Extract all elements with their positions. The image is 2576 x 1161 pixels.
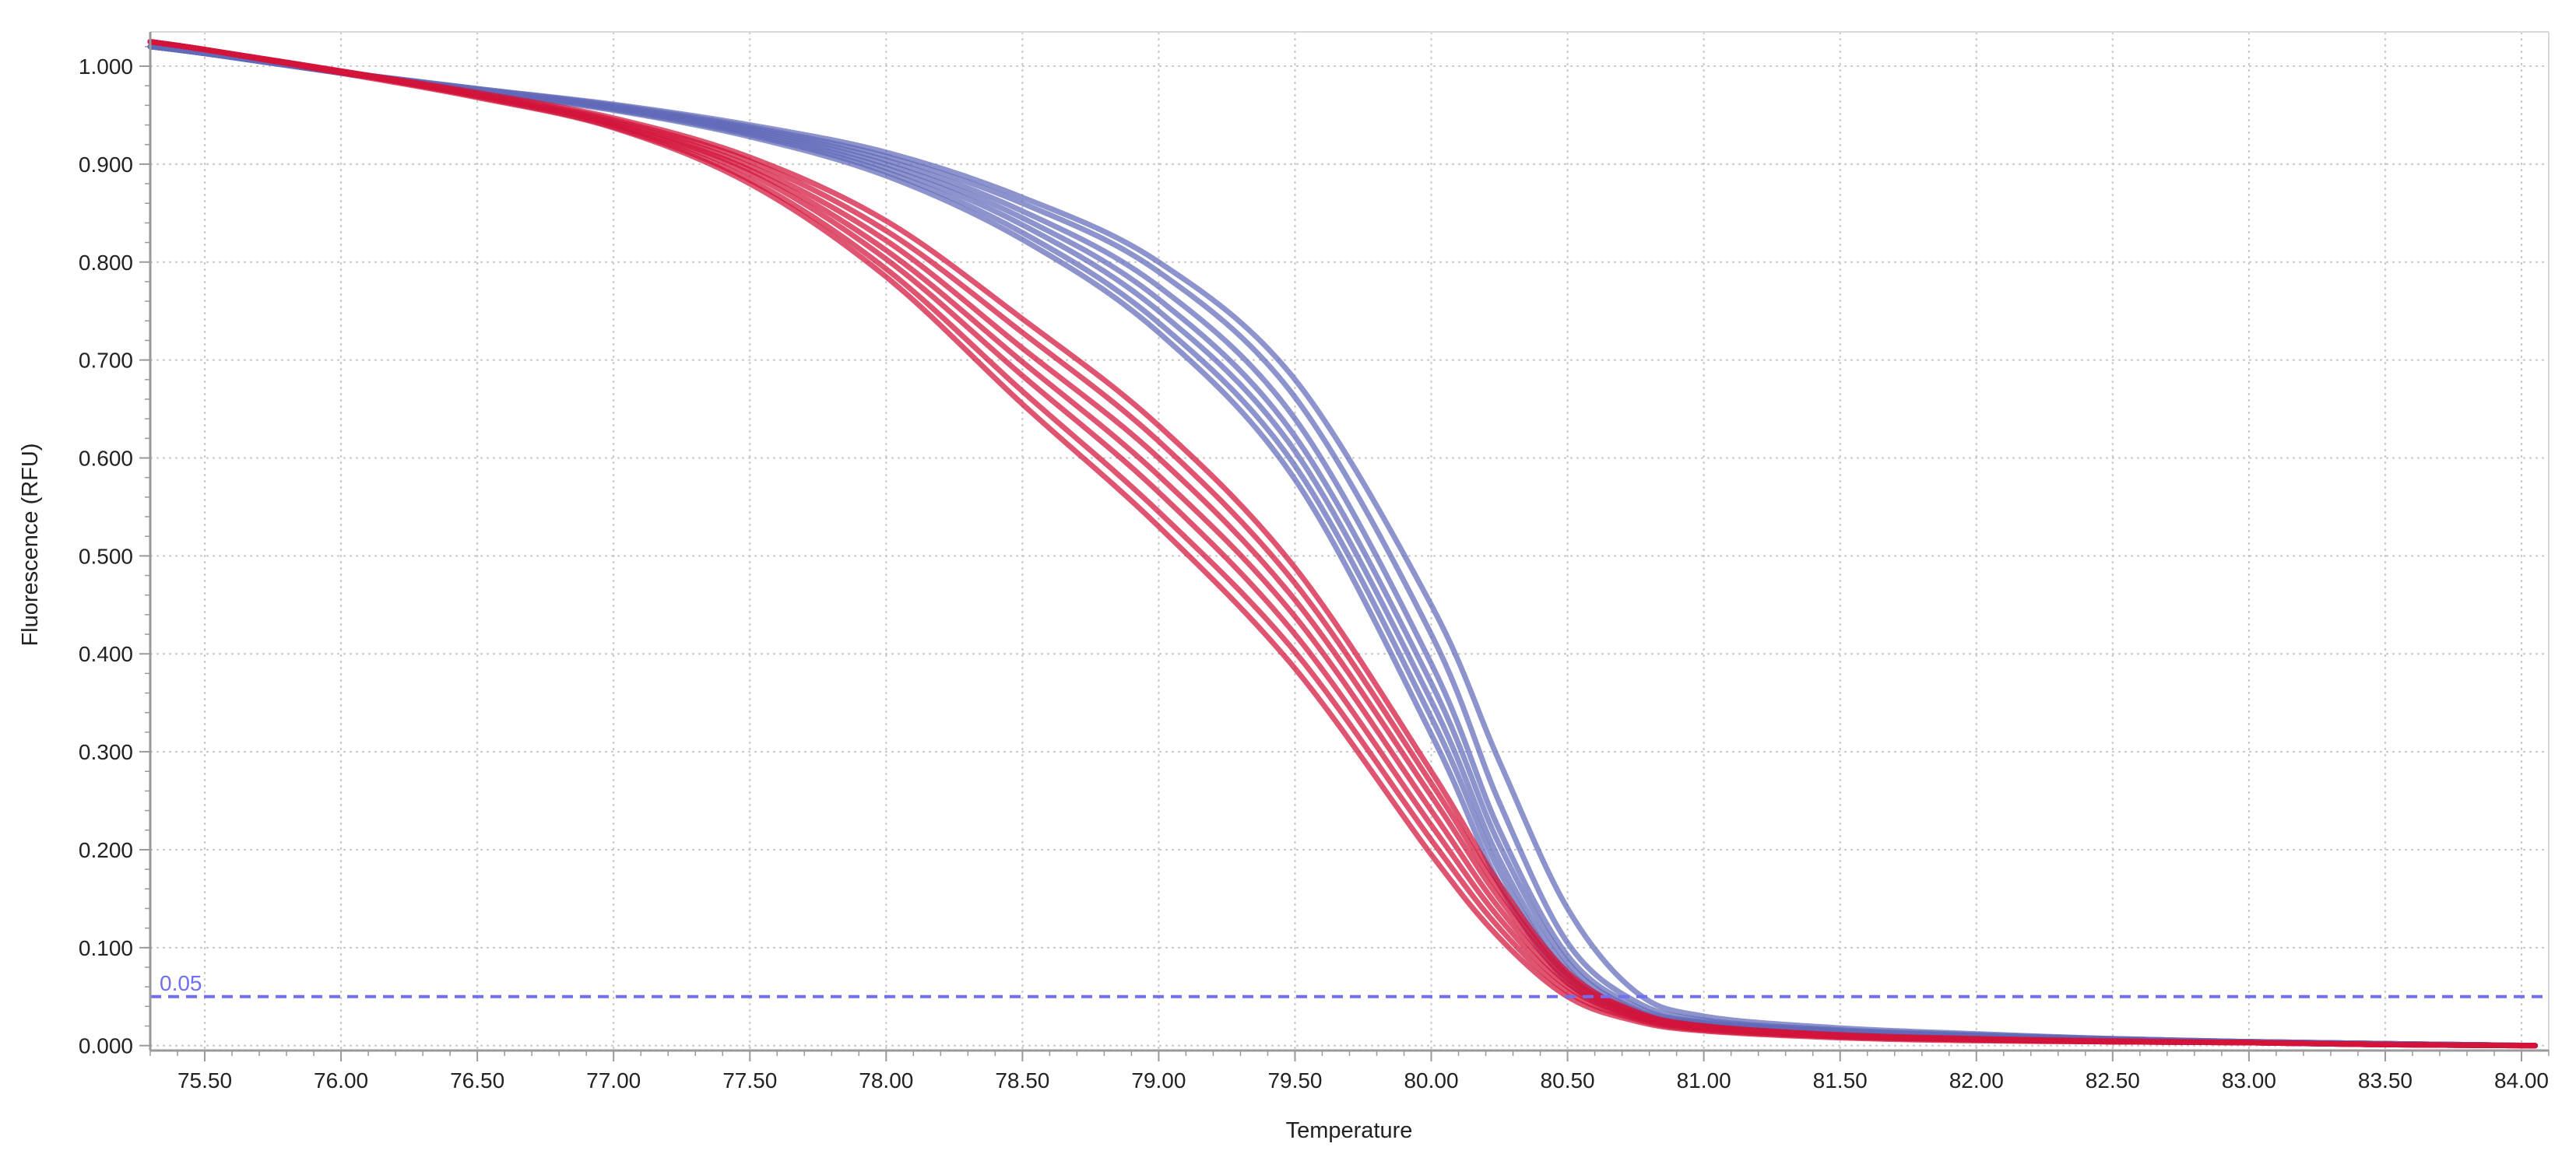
x-tick-label: 78.00 — [859, 1068, 913, 1093]
y-tick-label: 0.200 — [79, 838, 133, 862]
x-tick-label: 80.50 — [1541, 1068, 1595, 1093]
x-tick-label: 75.50 — [177, 1068, 232, 1093]
x-tick-label: 79.00 — [1131, 1068, 1186, 1093]
y-axis-label: Fluorescence (RFU) — [18, 443, 43, 646]
y-tick-label: 0.800 — [79, 251, 133, 275]
y-tick-label: 1.000 — [79, 54, 133, 79]
y-tick-label: 0.300 — [79, 740, 133, 764]
x-tick-label: 81.00 — [1677, 1068, 1731, 1093]
red-melt-curve[interactable] — [147, 39, 2538, 1049]
x-tick-label: 76.50 — [450, 1068, 504, 1093]
threshold-label: 0.05 — [160, 971, 202, 995]
threshold-layer: 0.05 — [150, 971, 2549, 998]
series-layer — [147, 39, 2538, 1049]
x-tick-label: 77.00 — [586, 1068, 641, 1093]
y-tick-label: 0.400 — [79, 642, 133, 666]
x-axis-ticks: 75.50 76.00 76.50 77.00 77.50 78.00 78.50 79.00… — [177, 1051, 2549, 1093]
x-tick-label: 83.50 — [2358, 1068, 2413, 1093]
x-axis-label: Temperature — [1286, 1118, 1413, 1143]
x-tick-label: 78.50 — [995, 1068, 1049, 1093]
x-tick-label: 82.50 — [2086, 1068, 2140, 1093]
x-tick-label: 77.50 — [722, 1068, 777, 1093]
x-tick-label: 79.50 — [1267, 1068, 1322, 1093]
y-tick-label: 0.700 — [79, 349, 133, 373]
y-tick-label: 0.100 — [79, 936, 133, 960]
x-tick-label: 84.00 — [2494, 1068, 2549, 1093]
x-tick-label: 82.00 — [1949, 1068, 2004, 1093]
y-tick-label: 0.000 — [79, 1034, 133, 1058]
y-tick-label: 0.900 — [79, 153, 133, 177]
x-tick-label: 81.50 — [1813, 1068, 1868, 1093]
y-tick-label: 0.500 — [79, 544, 133, 568]
x-tick-label: 76.00 — [314, 1068, 368, 1093]
axes — [149, 32, 2549, 1052]
x-tick-label: 80.00 — [1404, 1068, 1458, 1093]
y-axis-ticks: 0.000 0.100 0.200 0.300 0.400 0.500 0.600 0.700… — [79, 54, 150, 1058]
grid-lines — [150, 31, 2550, 1051]
y-tick-label: 0.600 — [79, 447, 133, 471]
x-tick-label: 83.00 — [2222, 1068, 2276, 1093]
